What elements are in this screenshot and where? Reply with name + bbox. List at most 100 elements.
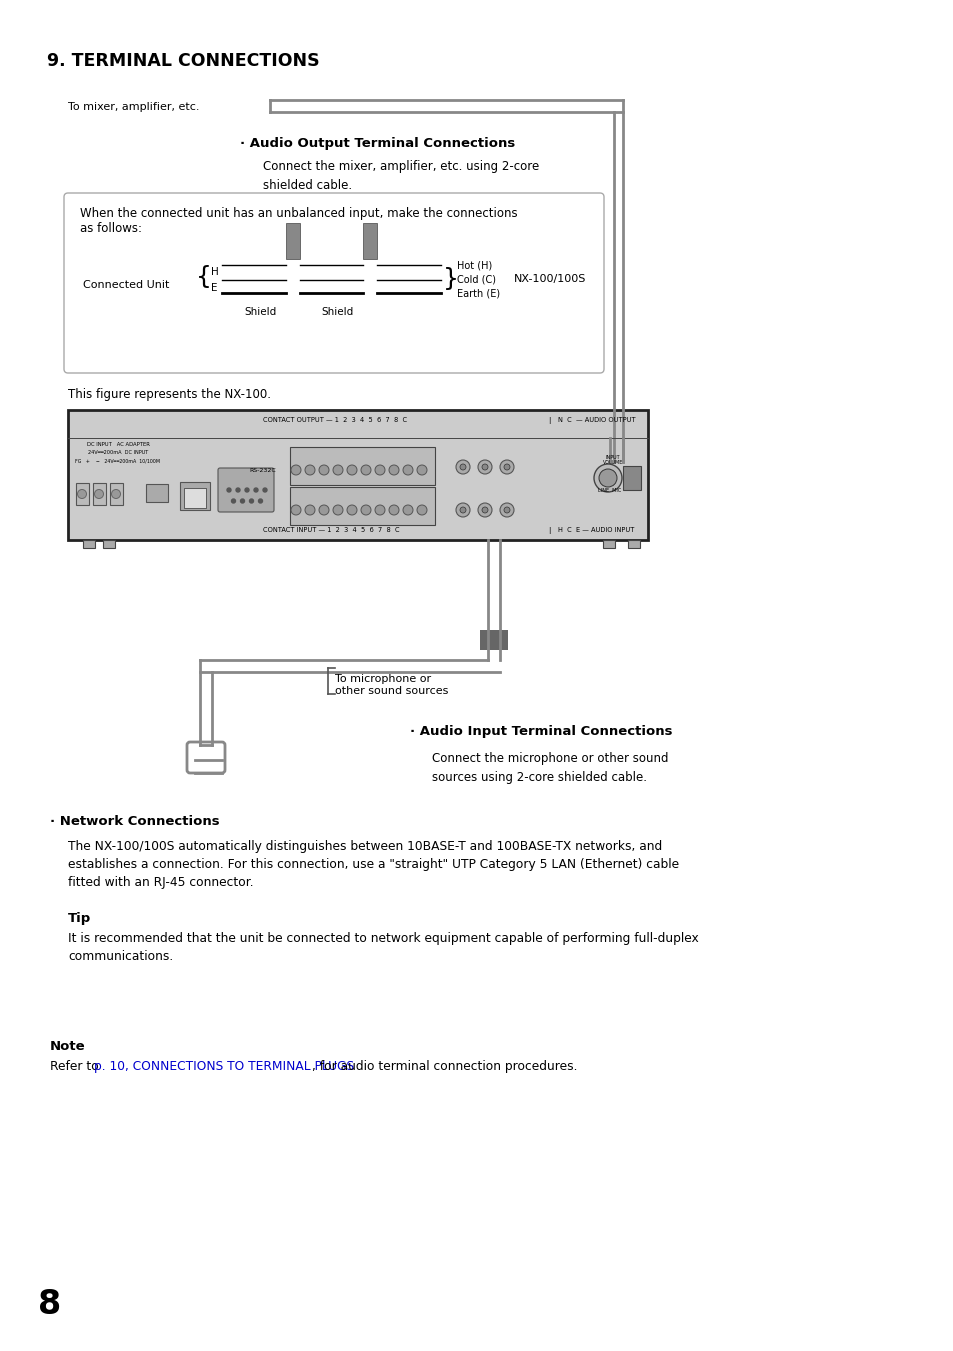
Text: {: { xyxy=(196,265,212,289)
Circle shape xyxy=(503,507,510,513)
Circle shape xyxy=(291,505,301,515)
Circle shape xyxy=(459,507,465,513)
Text: Shield: Shield xyxy=(321,307,354,317)
Text: This figure represents the NX-100.: This figure represents the NX-100. xyxy=(68,388,271,401)
FancyBboxPatch shape xyxy=(290,486,435,526)
Circle shape xyxy=(594,463,621,492)
Circle shape xyxy=(258,499,262,503)
Text: To mixer, amplifier, etc.: To mixer, amplifier, etc. xyxy=(68,101,199,112)
Text: The NX-100/100S automatically distinguishes between 10BASE-T and 100BASE-TX netw: The NX-100/100S automatically distinguis… xyxy=(68,840,661,852)
FancyBboxPatch shape xyxy=(64,193,603,373)
Circle shape xyxy=(240,499,244,503)
Text: H  C  E — AUDIO INPUT: H C E — AUDIO INPUT xyxy=(558,527,634,534)
Circle shape xyxy=(456,459,470,474)
Circle shape xyxy=(112,489,120,499)
FancyBboxPatch shape xyxy=(286,223,299,259)
Circle shape xyxy=(250,499,253,503)
FancyBboxPatch shape xyxy=(290,447,435,485)
Circle shape xyxy=(402,465,413,476)
Circle shape xyxy=(499,503,514,517)
Circle shape xyxy=(360,465,371,476)
Circle shape xyxy=(263,488,267,492)
FancyBboxPatch shape xyxy=(180,482,210,509)
Circle shape xyxy=(360,505,371,515)
FancyBboxPatch shape xyxy=(110,484,123,505)
Text: fitted with an RJ-45 connector.: fitted with an RJ-45 connector. xyxy=(68,875,253,889)
Text: 9. TERMINAL CONNECTIONS: 9. TERMINAL CONNECTIONS xyxy=(47,51,319,70)
FancyBboxPatch shape xyxy=(92,484,106,505)
Circle shape xyxy=(477,459,492,474)
Text: Connect the microphone or other sound
sources using 2-core shielded cable.: Connect the microphone or other sound so… xyxy=(432,753,668,784)
Circle shape xyxy=(305,465,314,476)
Text: Note: Note xyxy=(50,1040,86,1052)
Text: FG   +    −   24V══200mA  10/100M: FG + − 24V══200mA 10/100M xyxy=(75,458,160,463)
Circle shape xyxy=(499,459,514,474)
Circle shape xyxy=(402,505,413,515)
FancyBboxPatch shape xyxy=(103,540,115,549)
Circle shape xyxy=(318,505,329,515)
Circle shape xyxy=(347,465,356,476)
Text: 8: 8 xyxy=(38,1289,61,1321)
Text: p. 10, CONNECTIONS TO TERMINAL PLUGS: p. 10, CONNECTIONS TO TERMINAL PLUGS xyxy=(94,1061,354,1073)
Text: CONTACT OUTPUT — 1  2  3  4  5  6  7  8  C: CONTACT OUTPUT — 1 2 3 4 5 6 7 8 C xyxy=(263,417,407,423)
Text: It is recommended that the unit be connected to network equipment capable of per: It is recommended that the unit be conne… xyxy=(68,932,698,944)
Text: CONTACT INPUT — 1  2  3  4  5  6  7  8  C: CONTACT INPUT — 1 2 3 4 5 6 7 8 C xyxy=(263,527,399,534)
Text: NX-100/100S: NX-100/100S xyxy=(514,274,586,284)
Text: Connect the mixer, amplifier, etc. using 2-core
shielded cable.: Connect the mixer, amplifier, etc. using… xyxy=(263,159,538,192)
Circle shape xyxy=(477,503,492,517)
FancyBboxPatch shape xyxy=(609,444,629,465)
Circle shape xyxy=(77,489,87,499)
FancyBboxPatch shape xyxy=(146,484,168,503)
Text: |: | xyxy=(547,416,550,423)
Circle shape xyxy=(305,505,314,515)
Text: Hot (H): Hot (H) xyxy=(456,259,492,270)
Text: · Network Connections: · Network Connections xyxy=(50,815,219,828)
FancyBboxPatch shape xyxy=(363,223,376,259)
Circle shape xyxy=(416,505,427,515)
Text: INPUT
VOLUME: INPUT VOLUME xyxy=(602,454,622,465)
Circle shape xyxy=(481,507,488,513)
FancyBboxPatch shape xyxy=(187,742,225,773)
FancyBboxPatch shape xyxy=(627,540,639,549)
Text: LINE  MIC: LINE MIC xyxy=(598,488,621,493)
FancyBboxPatch shape xyxy=(602,540,615,549)
Text: N  C  — AUDIO OUTPUT: N C — AUDIO OUTPUT xyxy=(558,417,635,423)
Text: , for audio terminal connection procedures.: , for audio terminal connection procedur… xyxy=(312,1061,577,1073)
FancyBboxPatch shape xyxy=(76,484,89,505)
Circle shape xyxy=(245,488,249,492)
Circle shape xyxy=(333,465,343,476)
Circle shape xyxy=(389,465,398,476)
Text: establishes a connection. For this connection, use a "straight" UTP Category 5 L: establishes a connection. For this conne… xyxy=(68,858,679,871)
Circle shape xyxy=(598,469,617,486)
Text: Earth (E): Earth (E) xyxy=(456,289,499,299)
Text: · Audio Output Terminal Connections: · Audio Output Terminal Connections xyxy=(240,136,515,150)
Circle shape xyxy=(503,463,510,470)
Circle shape xyxy=(253,488,257,492)
Text: RS-232C: RS-232C xyxy=(250,467,276,473)
Circle shape xyxy=(375,465,385,476)
FancyBboxPatch shape xyxy=(479,630,507,650)
Circle shape xyxy=(227,488,231,492)
Text: communications.: communications. xyxy=(68,950,173,963)
Text: H: H xyxy=(211,267,218,277)
Text: · Audio Input Terminal Connections: · Audio Input Terminal Connections xyxy=(410,725,672,738)
Text: When the connected unit has an unbalanced input, make the connections: When the connected unit has an unbalance… xyxy=(80,207,517,220)
Text: as follows:: as follows: xyxy=(80,222,142,235)
Circle shape xyxy=(318,465,329,476)
FancyBboxPatch shape xyxy=(622,466,640,490)
Text: Connected Unit: Connected Unit xyxy=(83,280,170,290)
Text: |: | xyxy=(547,527,550,534)
Text: Refer to: Refer to xyxy=(50,1061,103,1073)
Circle shape xyxy=(389,505,398,515)
Text: Shield: Shield xyxy=(245,307,276,317)
Text: 24V══200mA  DC INPUT: 24V══200mA DC INPUT xyxy=(88,450,148,454)
Text: E: E xyxy=(211,282,217,293)
Text: Cold (C): Cold (C) xyxy=(456,276,496,285)
Text: DC INPUT   AC ADAPTER: DC INPUT AC ADAPTER xyxy=(87,442,150,446)
Circle shape xyxy=(232,499,235,503)
Circle shape xyxy=(235,488,240,492)
Circle shape xyxy=(459,463,465,470)
Text: }: } xyxy=(442,267,458,290)
Text: Tip: Tip xyxy=(68,912,91,925)
Circle shape xyxy=(375,505,385,515)
